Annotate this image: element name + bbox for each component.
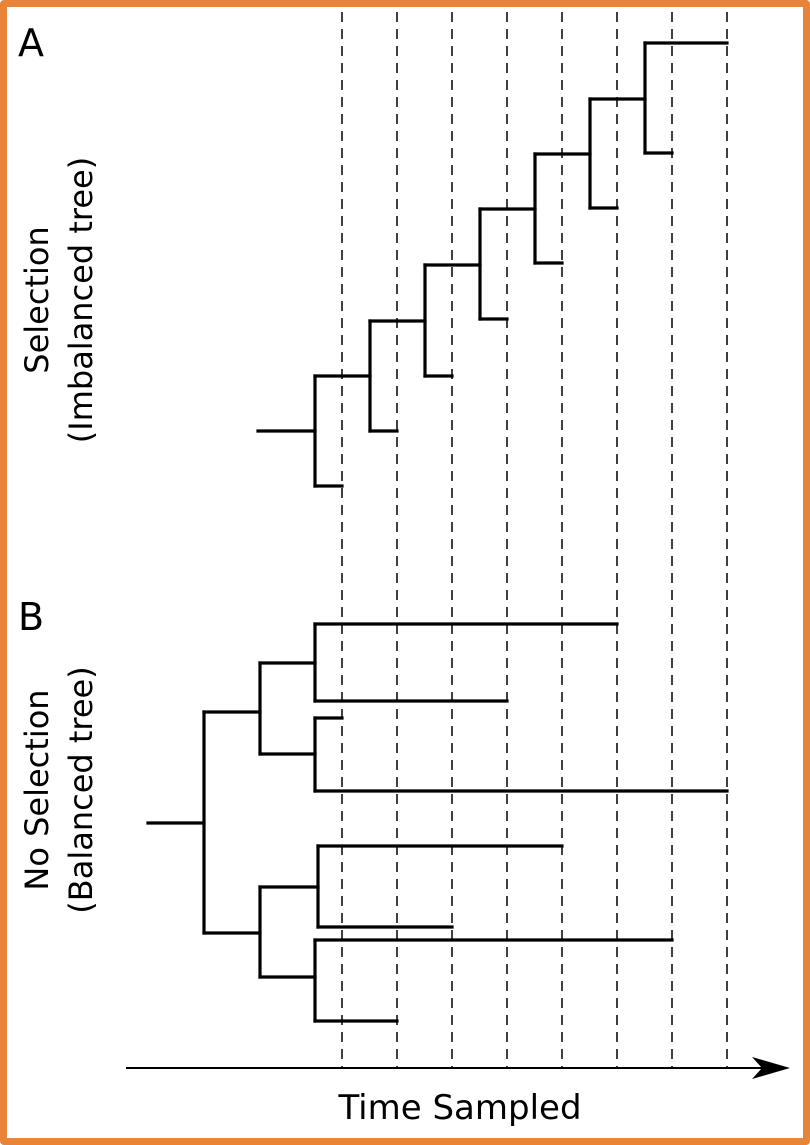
time-axis-arrowhead bbox=[752, 1057, 790, 1079]
panel-a-title: Selection bbox=[18, 226, 56, 373]
time-axis bbox=[126, 1057, 790, 1079]
panel-b-title: No Selection bbox=[18, 689, 56, 890]
panel-b-letter: B bbox=[18, 595, 44, 639]
panel-a-subtitle: (Imbalanced tree) bbox=[62, 157, 100, 443]
imbalanced-tree bbox=[256, 41, 729, 488]
balanced-tree bbox=[146, 622, 729, 1023]
panel-b-side-label: No Selection (Balanced tree) bbox=[18, 666, 100, 913]
panel-a-side-label: Selection (Imbalanced tree) bbox=[18, 157, 100, 443]
sampling-time-guides bbox=[341, 12, 728, 1068]
panel-a-letter: A bbox=[18, 21, 44, 65]
time-axis-title: Time Sampled bbox=[337, 1088, 581, 1128]
panel-b-subtitle: (Balanced tree) bbox=[62, 666, 100, 913]
